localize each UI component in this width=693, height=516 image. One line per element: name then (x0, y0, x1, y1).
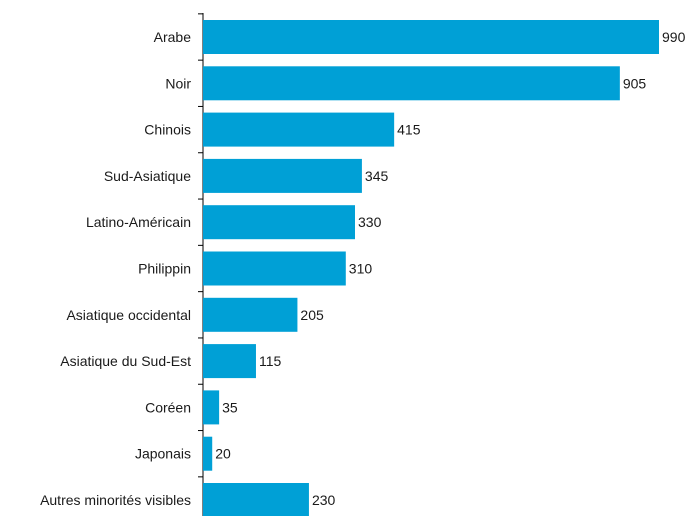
bar-latino-americain (203, 205, 355, 240)
category-label-coreen: Coréen (145, 399, 191, 415)
category-label-philippin: Philippin (138, 261, 191, 277)
value-label-autres-minorites-visibles: 230 (312, 492, 336, 508)
category-label-sud-asiatique: Sud-Asiatique (104, 168, 191, 184)
bar-autres-minorites-visibles (203, 483, 309, 516)
value-label-sud-asiatique: 345 (365, 168, 389, 184)
value-label-arabe: 990 (662, 29, 686, 45)
value-label-philippin: 310 (349, 261, 373, 277)
category-label-japonais: Japonais (135, 446, 191, 462)
category-label-asiatique-occidental: Asiatique occidental (66, 307, 191, 323)
bar-japonais (203, 436, 213, 471)
category-label-asiatique-du-sud-est: Asiatique du Sud-Est (60, 353, 191, 369)
category-label-noir: Noir (165, 75, 191, 91)
bar-arabe (203, 20, 659, 54)
category-label-chinois: Chinois (144, 122, 191, 138)
bar-sud-asiatique (203, 158, 362, 193)
value-label-noir: 905 (623, 75, 647, 91)
category-label-arabe: Arabe (154, 29, 192, 45)
bar-coreen (203, 390, 220, 425)
value-label-latino-americain: 330 (358, 214, 382, 230)
bar-noir (203, 66, 620, 101)
bar-asiatique-occidental (203, 297, 298, 332)
bar-philippin (203, 251, 346, 286)
bar-asiatique-du-sud-est (203, 344, 256, 379)
category-label-autres-minorites-visibles: Autres minorités visibles (40, 492, 191, 508)
value-label-asiatique-du-sud-est: 115 (259, 353, 282, 369)
bar-layer (203, 20, 659, 516)
value-label-japonais: 20 (215, 446, 231, 462)
axis-layer (198, 13, 204, 516)
label-layer: Arabe 990 Noir 905 Chinois 415 Sud-Asiatique 34… (40, 29, 686, 508)
value-label-coreen: 35 (222, 399, 238, 415)
bar-chinois (203, 112, 395, 147)
value-label-asiatique-occidental: 205 (300, 307, 324, 323)
value-label-chinois: 415 (397, 122, 421, 138)
category-label-latino-americain: Latino-Américain (86, 214, 191, 230)
